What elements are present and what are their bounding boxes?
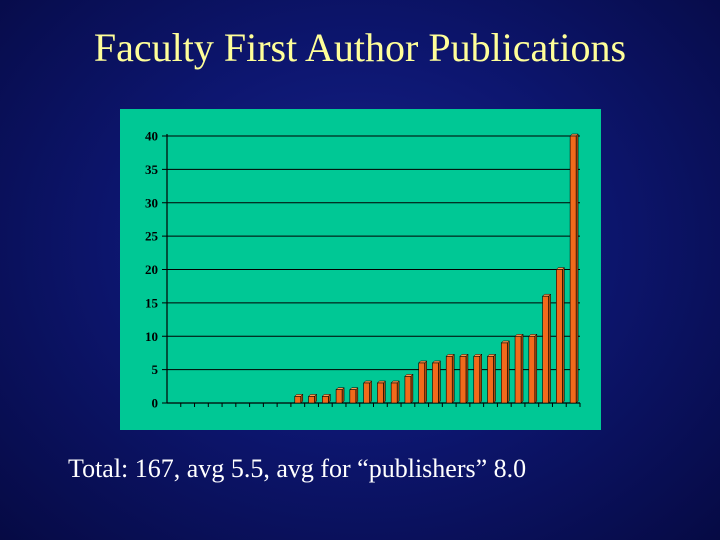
bars <box>294 133 579 404</box>
y-tick-label-15: 15 <box>145 295 159 310</box>
y-tick-label-5: 5 <box>152 362 159 377</box>
bar-19 <box>418 360 428 404</box>
bar-27 <box>528 333 538 404</box>
y-tick-label-20: 20 <box>145 262 158 277</box>
bar-30 <box>569 133 579 404</box>
bar-24 <box>486 353 497 404</box>
y-tick-label-10: 10 <box>145 329 158 344</box>
axes <box>162 134 581 407</box>
bar-25 <box>500 340 510 404</box>
bar-21 <box>445 353 455 404</box>
bar-14 <box>349 387 359 404</box>
bar-18 <box>404 373 414 404</box>
bar-23 <box>473 353 483 404</box>
y-tick-label-35: 35 <box>145 162 159 177</box>
y-tick-label-0: 0 <box>152 396 159 411</box>
summary-caption: Total: 167, avg 5.5, avg for “publishers… <box>68 454 527 483</box>
bar-chart: 0 5 10 15 20 25 30 35 40 <box>145 129 581 411</box>
bar-17 <box>390 380 400 404</box>
bar-15 <box>363 380 373 404</box>
y-tick-labels: 0 5 10 15 20 25 30 35 40 <box>145 129 159 411</box>
bar-28 <box>541 293 552 404</box>
y-tick-label-40: 40 <box>145 129 158 144</box>
bar-10 <box>294 393 304 404</box>
slide-title: Faculty First Author Publications <box>93 25 627 70</box>
bar-26 <box>514 333 524 404</box>
bar-12 <box>321 393 331 404</box>
bar-22 <box>459 353 469 404</box>
y-tick-label-30: 30 <box>145 195 158 210</box>
bar-29 <box>555 266 565 404</box>
bar-13 <box>335 387 345 404</box>
bar-16 <box>376 380 386 404</box>
bar-11 <box>307 393 318 404</box>
chart-panel: 0 5 10 15 20 25 30 35 40 <box>120 109 601 430</box>
y-tick-label-25: 25 <box>145 229 159 244</box>
gridlines <box>167 135 580 371</box>
bar-20 <box>431 360 442 404</box>
